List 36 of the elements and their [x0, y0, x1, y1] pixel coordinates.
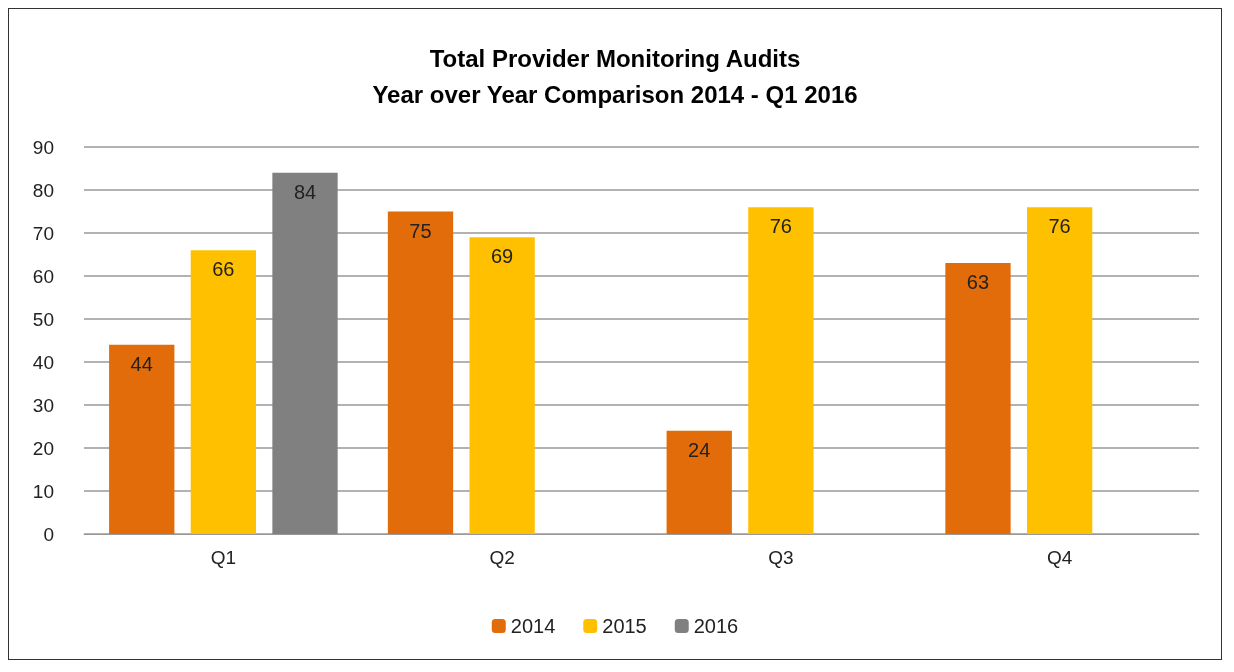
y-tick-label: 10 — [32, 480, 54, 502]
x-tick-label: Q3 — [768, 547, 794, 568]
chart-title: Total Provider Monitoring Audits Year over Year Comparison 2014 - Q1 2016 — [372, 44, 858, 108]
legend-label: 2014 — [510, 615, 556, 637]
data-label: 76 — [1048, 215, 1071, 238]
y-tick-label: 30 — [32, 394, 54, 416]
y-tick-label: 50 — [32, 308, 54, 330]
data-label: 69 — [491, 245, 514, 268]
legend-label: 2015 — [602, 615, 647, 637]
y-tick-label: 0 — [43, 523, 54, 545]
y-tick-label: 80 — [32, 179, 54, 201]
bar — [748, 207, 814, 534]
bar — [190, 250, 257, 534]
bar — [387, 211, 454, 534]
y-tick-label: 90 — [32, 136, 54, 158]
y-tick-label: 40 — [32, 351, 54, 373]
bar — [1026, 207, 1093, 534]
x-tick-label: Q4 — [1046, 547, 1073, 568]
bar — [945, 263, 1011, 534]
bar — [666, 430, 732, 534]
legend-label: 2016 — [693, 615, 739, 637]
bar — [109, 344, 175, 534]
data-label: 44 — [130, 352, 153, 375]
data-label: 75 — [409, 219, 432, 242]
data-label: 63 — [966, 271, 990, 294]
x-tick-label: Q2 — [489, 547, 515, 568]
data-label: 66 — [212, 258, 235, 281]
bar — [469, 237, 535, 534]
data-label: 24 — [688, 438, 711, 461]
y-tick-label: 20 — [32, 437, 54, 459]
data-label: 84 — [293, 180, 317, 203]
bar — [272, 172, 338, 534]
y-tick-label: 60 — [32, 265, 54, 287]
y-tick-label: 70 — [32, 222, 54, 244]
x-tick-label: Q1 — [210, 547, 237, 568]
data-label: 76 — [769, 215, 792, 238]
